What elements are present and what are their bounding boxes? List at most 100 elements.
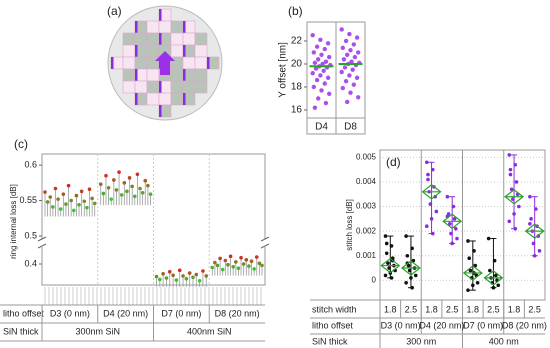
point (322, 46, 327, 52)
die (170, 20, 184, 34)
point (201, 269, 205, 273)
mean-diamond (442, 213, 463, 230)
point (104, 173, 108, 178)
point (466, 239, 470, 243)
offset-label: D3 (0 nm) (381, 320, 421, 330)
y-tick-label: 22 (291, 36, 303, 47)
point (409, 276, 413, 280)
die (146, 20, 160, 34)
point (48, 195, 53, 199)
point (112, 178, 116, 182)
point (316, 96, 321, 101)
point (146, 183, 150, 188)
mean-diamond (504, 188, 525, 205)
die (146, 44, 160, 58)
point (69, 198, 73, 203)
point (468, 268, 473, 273)
point (244, 258, 249, 262)
point (513, 226, 518, 231)
group-label: 300nm SiN (75, 326, 120, 336)
point (323, 100, 329, 106)
point (318, 73, 323, 78)
y-tick-label: 0.005 (356, 152, 377, 161)
point (528, 194, 532, 199)
stitch-mark (135, 45, 138, 57)
group-label: 300 nm (406, 336, 436, 346)
category-label: D7 (0 nm) (161, 308, 201, 318)
point (90, 196, 94, 201)
point (350, 67, 355, 72)
y-tick-label: 0.002 (356, 226, 377, 235)
point (223, 258, 228, 263)
point (106, 185, 111, 190)
point (508, 172, 513, 177)
point (429, 217, 434, 221)
die (170, 92, 184, 106)
break-mark (260, 236, 270, 249)
panel-label: (c) (14, 137, 28, 151)
y-tick-label: 18 (291, 82, 303, 93)
point (252, 267, 256, 271)
stitch-mark (159, 105, 162, 117)
point (413, 273, 418, 278)
die (194, 56, 208, 70)
point (167, 269, 172, 274)
point (135, 172, 140, 177)
point (51, 205, 55, 209)
die (182, 80, 196, 94)
point (342, 65, 348, 70)
x-tick-label: 1.8 (425, 304, 438, 314)
point (164, 276, 169, 280)
point (312, 60, 318, 66)
point (319, 52, 324, 57)
point (174, 278, 179, 282)
y-tick-label: 0.4 (24, 258, 37, 268)
die (182, 32, 196, 46)
point (343, 79, 349, 84)
mean-diamond (400, 260, 421, 276)
point (351, 42, 356, 47)
die (122, 56, 136, 70)
die (170, 32, 184, 46)
offset-label: D7 (0 nm) (463, 320, 503, 330)
stitch-mark (207, 57, 210, 69)
point (181, 274, 185, 278)
point (319, 88, 324, 93)
point (257, 261, 262, 266)
point (339, 69, 344, 75)
point (154, 274, 159, 279)
point (339, 27, 344, 32)
point (455, 236, 459, 241)
die (170, 44, 184, 58)
point (426, 172, 430, 177)
x-tick-label: 1.8 (508, 304, 521, 314)
point (101, 191, 106, 196)
point (447, 221, 452, 226)
point (404, 234, 408, 238)
point (451, 204, 456, 209)
point (327, 91, 332, 97)
die (134, 80, 148, 94)
point (114, 188, 119, 192)
y-tick-label: 0.004 (356, 177, 377, 186)
point (384, 241, 389, 246)
point (430, 231, 435, 236)
die (122, 32, 136, 46)
point (310, 33, 315, 38)
point (213, 260, 217, 265)
point (508, 167, 513, 172)
point (449, 231, 453, 236)
point (389, 244, 394, 248)
point (512, 212, 516, 216)
point (161, 272, 165, 276)
die (146, 56, 160, 70)
point (61, 192, 66, 196)
category-label: D3 (0 nm) (50, 308, 90, 318)
point (410, 246, 414, 251)
category-label: D4 (20 nm) (103, 308, 148, 318)
x-tick-label: 2.5 (528, 304, 541, 314)
point (64, 202, 68, 206)
die (194, 80, 208, 94)
panel-label: (d) (386, 155, 401, 169)
